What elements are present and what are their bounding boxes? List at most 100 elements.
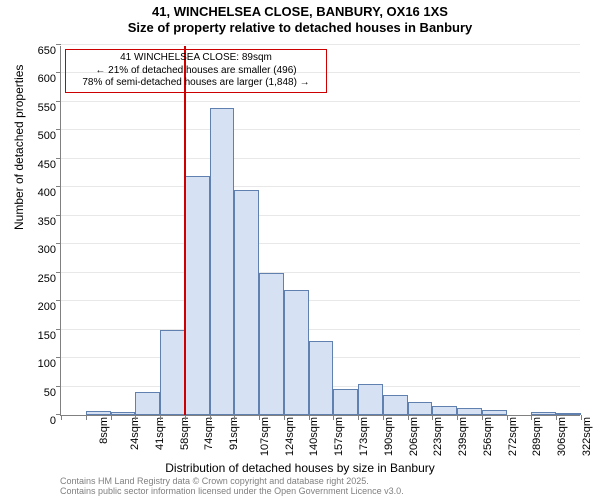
grid-line bbox=[61, 101, 580, 102]
y-tick bbox=[56, 186, 61, 187]
histogram-bar bbox=[531, 412, 556, 415]
x-tick-label: 289sqm bbox=[531, 417, 543, 456]
y-tick-label: 50 bbox=[16, 387, 56, 399]
y-tick-label: 600 bbox=[16, 73, 56, 85]
y-tick-label: 350 bbox=[16, 216, 56, 228]
y-tick bbox=[56, 158, 61, 159]
x-tick bbox=[210, 415, 211, 420]
y-tick-label: 250 bbox=[16, 273, 56, 285]
y-axis-label: Number of detached properties bbox=[12, 65, 26, 230]
annotation-box: 41 WINCHELSEA CLOSE: 89sqm← 21% of detac… bbox=[65, 49, 327, 93]
annotation-line1: 41 WINCHELSEA CLOSE: 89sqm bbox=[70, 52, 322, 65]
x-tick-label: 206sqm bbox=[408, 417, 420, 456]
y-tick bbox=[56, 243, 61, 244]
histogram-bar bbox=[482, 410, 507, 415]
y-tick-label: 100 bbox=[16, 358, 56, 370]
annotation-line3: 78% of semi-detached houses are larger (… bbox=[70, 77, 322, 90]
x-tick-label: 124sqm bbox=[284, 417, 296, 456]
x-tick bbox=[432, 415, 433, 420]
x-axis-label: Distribution of detached houses by size … bbox=[0, 461, 600, 475]
y-tick bbox=[56, 272, 61, 273]
grid-line bbox=[61, 300, 580, 301]
y-tick bbox=[56, 215, 61, 216]
histogram-bar bbox=[556, 413, 581, 415]
annotation-line2: ← 21% of detached houses are smaller (49… bbox=[70, 65, 322, 78]
x-tick bbox=[482, 415, 483, 420]
y-tick bbox=[56, 101, 61, 102]
chart-title-block: 41, WINCHELSEA CLOSE, BANBURY, OX16 1XS … bbox=[0, 4, 600, 35]
x-tick bbox=[333, 415, 334, 420]
y-tick bbox=[56, 386, 61, 387]
x-tick-label: 140sqm bbox=[309, 417, 321, 456]
y-tick-label: 200 bbox=[16, 301, 56, 313]
y-tick bbox=[56, 329, 61, 330]
x-tick bbox=[284, 415, 285, 420]
grid-line bbox=[61, 44, 580, 45]
histogram-bar bbox=[284, 290, 309, 415]
y-tick bbox=[56, 72, 61, 73]
plot-inner: 0501001502002503003504004505005506006508… bbox=[60, 46, 580, 416]
histogram-bar bbox=[432, 406, 457, 415]
y-tick-label: 550 bbox=[16, 102, 56, 114]
x-tick-label: 272sqm bbox=[507, 417, 519, 456]
x-tick-label: 223sqm bbox=[432, 417, 444, 456]
y-tick bbox=[56, 129, 61, 130]
x-tick bbox=[86, 415, 87, 420]
histogram-bar bbox=[259, 273, 284, 415]
x-tick-label: 41sqm bbox=[154, 417, 166, 450]
grid-line bbox=[61, 243, 580, 244]
grid-line bbox=[61, 329, 580, 330]
footer-line2: Contains public sector information licen… bbox=[60, 487, 404, 497]
histogram-bar bbox=[457, 408, 482, 415]
histogram-bar bbox=[408, 402, 433, 415]
x-tick-label: 74sqm bbox=[203, 417, 215, 450]
histogram-bar bbox=[333, 389, 358, 415]
y-tick-label: 400 bbox=[16, 187, 56, 199]
grid-line bbox=[61, 129, 580, 130]
x-tick bbox=[556, 415, 557, 420]
x-tick-label: 157sqm bbox=[333, 417, 345, 456]
histogram-bar bbox=[210, 108, 235, 415]
x-tick-label: 322sqm bbox=[581, 417, 593, 456]
histogram-bar bbox=[185, 176, 210, 415]
histogram-bar bbox=[383, 395, 408, 415]
y-tick-label: 450 bbox=[16, 159, 56, 171]
x-tick-label: 239sqm bbox=[457, 417, 469, 456]
x-tick-label: 58sqm bbox=[179, 417, 191, 450]
y-tick bbox=[56, 357, 61, 358]
x-tick bbox=[507, 415, 508, 420]
reference-line bbox=[184, 46, 186, 415]
x-tick bbox=[581, 415, 582, 420]
y-tick-label: 500 bbox=[16, 130, 56, 142]
histogram-bar bbox=[358, 384, 383, 415]
histogram-bar bbox=[234, 190, 259, 415]
histogram-bar bbox=[111, 412, 136, 415]
chart-title-sub: Size of property relative to detached ho… bbox=[0, 20, 600, 36]
x-tick bbox=[111, 415, 112, 420]
x-tick-label: 24sqm bbox=[129, 417, 141, 450]
y-tick-label: 300 bbox=[16, 244, 56, 256]
x-tick bbox=[531, 415, 532, 420]
histogram-bar bbox=[86, 411, 111, 415]
x-tick-label: 190sqm bbox=[383, 417, 395, 456]
grid-line bbox=[61, 272, 580, 273]
grid-line bbox=[61, 186, 580, 187]
y-tick-label: 150 bbox=[16, 330, 56, 342]
plot-area: 0501001502002503003504004505005506006508… bbox=[60, 46, 580, 416]
x-tick bbox=[383, 415, 384, 420]
x-tick bbox=[61, 415, 62, 420]
x-tick-label: 173sqm bbox=[358, 417, 370, 456]
grid-line bbox=[61, 158, 580, 159]
x-tick bbox=[408, 415, 409, 420]
y-tick bbox=[56, 44, 61, 45]
x-tick-label: 256sqm bbox=[482, 417, 494, 456]
x-tick-label: 306sqm bbox=[556, 417, 568, 456]
x-tick bbox=[457, 415, 458, 420]
y-tick-label: 0 bbox=[16, 415, 56, 427]
grid-line bbox=[61, 215, 580, 216]
footer: Contains HM Land Registry data © Crown c… bbox=[60, 477, 404, 497]
x-tick-label: 91sqm bbox=[228, 417, 240, 450]
chart-title-main: 41, WINCHELSEA CLOSE, BANBURY, OX16 1XS bbox=[0, 4, 600, 20]
histogram-bar bbox=[135, 392, 160, 415]
histogram-bar bbox=[160, 330, 185, 415]
